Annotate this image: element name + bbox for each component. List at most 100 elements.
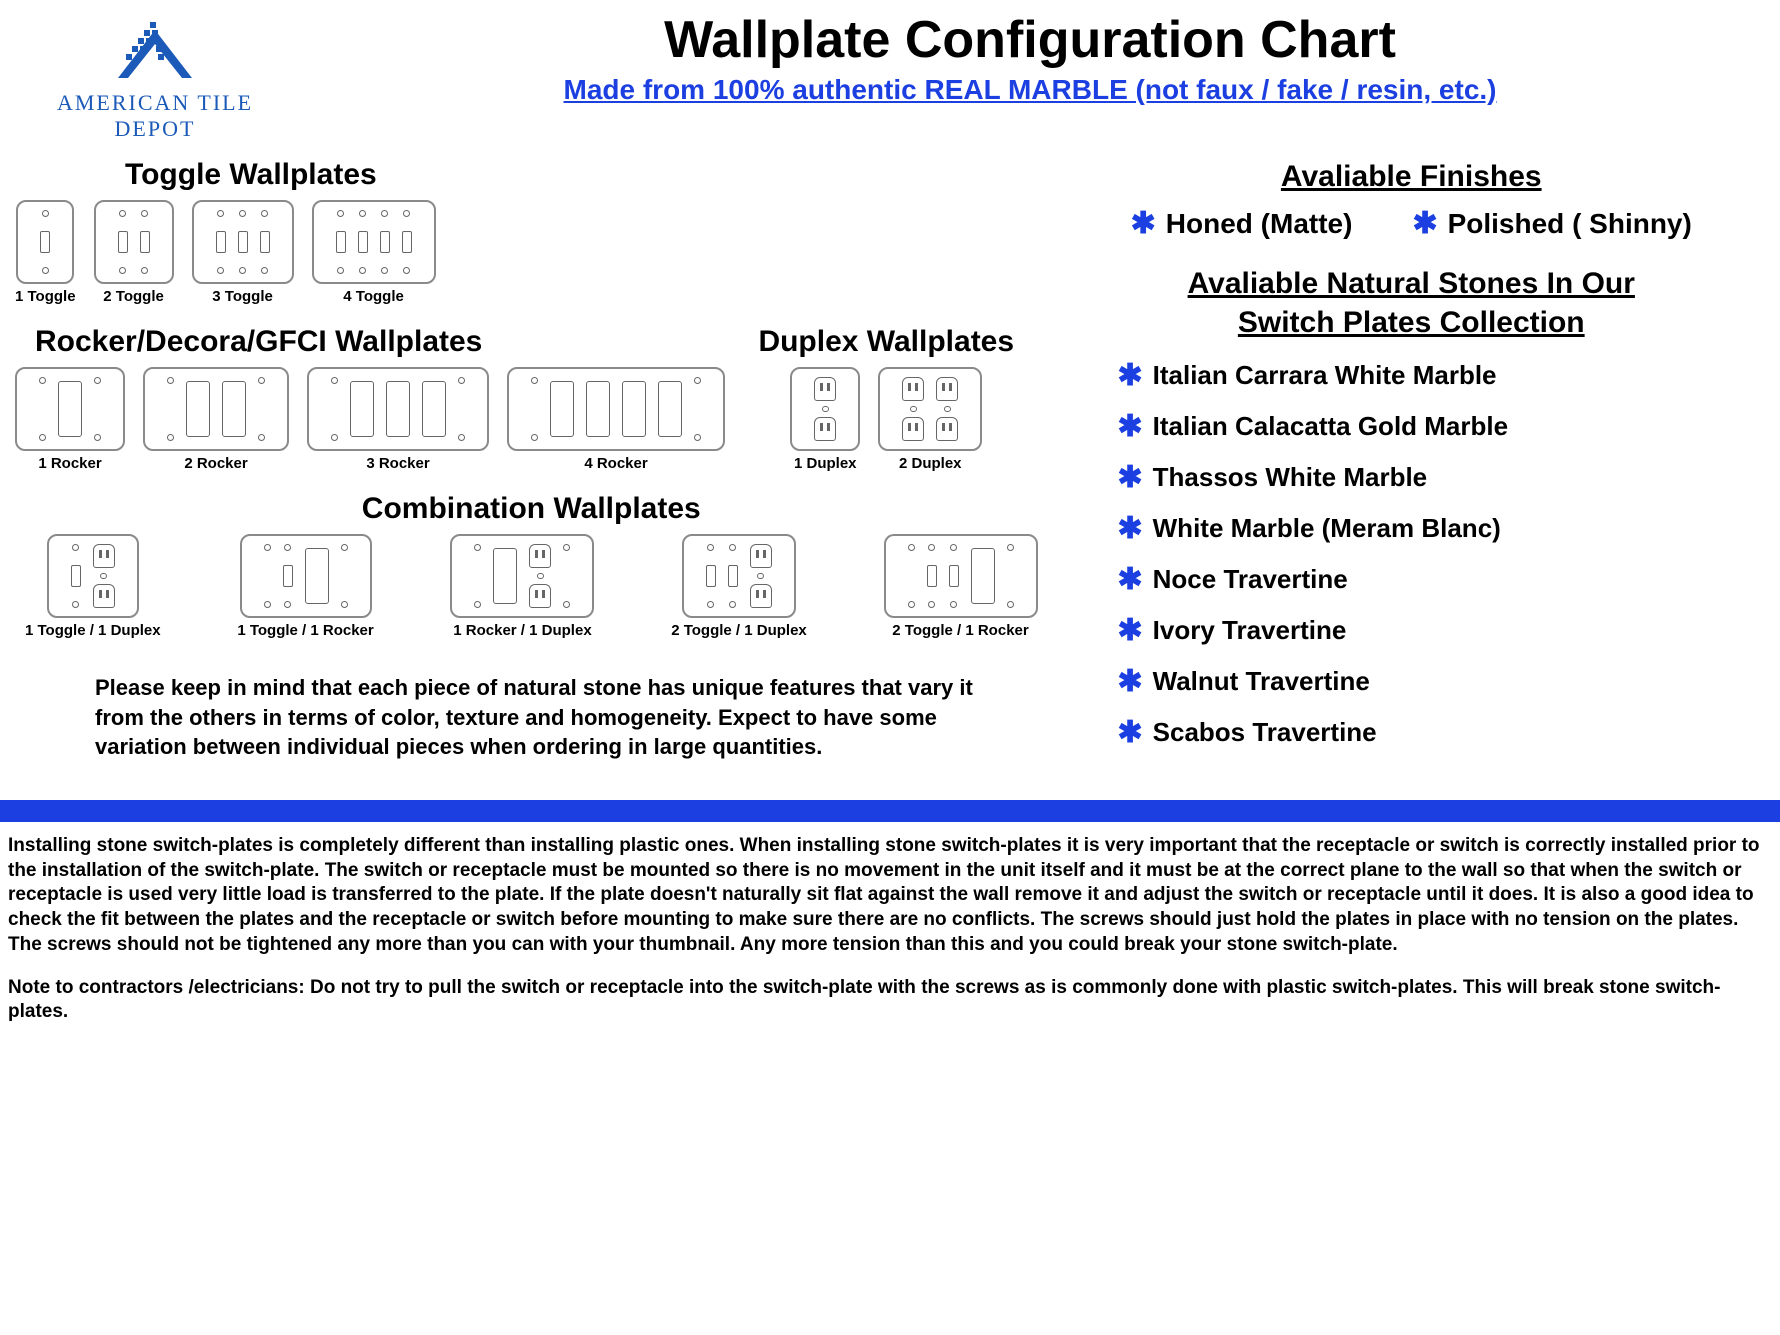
wallplate-diagram	[143, 367, 289, 451]
plate-cell: 3 Rocker	[307, 367, 489, 472]
plate-label: 2 Toggle / 1 Rocker	[892, 622, 1028, 639]
toggle-gang	[380, 210, 390, 274]
screw-column	[39, 377, 46, 441]
star-icon: ✱	[1118, 616, 1143, 646]
screw-column	[563, 544, 570, 608]
plate-cell: 2 Toggle / 1 Duplex	[671, 534, 807, 639]
duplex-row: 1 Duplex2 Duplex	[725, 367, 1048, 472]
plate-cell: 1 Rocker	[15, 367, 125, 472]
plate-label: 4 Toggle	[343, 288, 404, 305]
brand-logo: AMERICAN TILE DEPOT	[15, 10, 295, 142]
screw-column	[167, 377, 174, 441]
screw-column	[908, 544, 915, 608]
stones-title: Avaliable Natural Stones In Our Switch P…	[1058, 264, 1766, 342]
screw-column	[264, 544, 271, 608]
plate-label: 1 Rocker	[38, 455, 101, 472]
plate-cell: 1 Toggle	[15, 200, 76, 305]
wallplate-diagram	[192, 200, 294, 284]
star-icon: ✱	[1118, 361, 1143, 391]
install-note: Note to contractors /electricians: Do no…	[0, 966, 1780, 1033]
wallplate-diagram	[507, 367, 725, 451]
rocker-gang	[186, 377, 210, 441]
plate-cell: 1 Duplex	[790, 367, 860, 472]
duplex-gang	[936, 377, 958, 441]
toggle-gang	[283, 544, 293, 608]
wallplate-diagram	[240, 534, 372, 618]
plate-cell: 1 Rocker / 1 Duplex	[450, 534, 594, 639]
combo-group-title: Combination Wallplates	[15, 492, 1048, 526]
finishes-title: Avaliable Finishes	[1058, 160, 1766, 194]
wallplate-diagram	[790, 367, 860, 451]
toggle-gang	[140, 210, 150, 274]
stone-item: ✱White Marble (Meram Blanc)	[1118, 513, 1766, 544]
plate-label: 3 Rocker	[366, 455, 429, 472]
plate-cell: 4 Rocker	[507, 367, 725, 472]
stone-disclaimer: Please keep in mind that each piece of n…	[15, 653, 1048, 772]
toggle-group-title: Toggle Wallplates	[15, 158, 1048, 192]
finish-item: ✱Polished ( Shinny)	[1412, 208, 1691, 240]
star-icon: ✱	[1118, 514, 1143, 544]
plate-cell: 3 Toggle	[192, 200, 294, 305]
screw-column	[474, 544, 481, 608]
finish-row: ✱Honed (Matte) ✱Polished ( Shinny)	[1058, 208, 1766, 240]
wallplate-diagram	[312, 200, 436, 284]
rocker-gang	[386, 377, 410, 441]
plate-cell: 2 Toggle	[94, 200, 174, 305]
toggle-gang	[358, 210, 368, 274]
duplex-gang	[814, 377, 836, 441]
toggle-gang	[40, 210, 50, 274]
screw-column	[258, 377, 265, 441]
plate-cell: 1 Toggle / 1 Rocker	[237, 534, 373, 639]
stone-item: ✱Thassos White Marble	[1118, 462, 1766, 493]
screw-column	[694, 377, 701, 441]
plate-label: 1 Toggle / 1 Rocker	[237, 622, 373, 639]
page-title: Wallplate Configuration Chart	[295, 10, 1765, 70]
plate-cell: 4 Toggle	[312, 200, 436, 305]
toggle-gang	[927, 544, 937, 608]
screw-column	[531, 377, 538, 441]
rocker-gang	[350, 377, 374, 441]
rocker-gang	[305, 544, 329, 608]
plate-label: 4 Rocker	[584, 455, 647, 472]
wallplate-diagram	[307, 367, 489, 451]
duplex-gang	[902, 377, 924, 441]
toggle-gang	[949, 544, 959, 608]
plate-label: 1 Toggle / 1 Duplex	[25, 622, 161, 639]
toggle-gang	[118, 210, 128, 274]
toggle-gang	[260, 210, 270, 274]
stone-item: ✱Italian Carrara White Marble	[1118, 360, 1766, 391]
finish-item: ✱Honed (Matte)	[1131, 208, 1353, 240]
plate-cell: 1 Toggle / 1 Duplex	[25, 534, 161, 639]
stone-item: ✱Noce Travertine	[1118, 564, 1766, 595]
toggle-gang	[728, 544, 738, 608]
wallplate-diagram	[450, 534, 594, 618]
rocker-gang	[58, 377, 82, 441]
stone-item: ✱Scabos Travertine	[1118, 717, 1766, 748]
toggle-row: 1 Toggle 2 Toggle 3 Toggle 4 Toggle	[15, 200, 1048, 305]
rocker-gang	[658, 377, 682, 441]
duplex-gang	[529, 544, 551, 608]
divider-bar	[0, 800, 1780, 822]
toggle-gang	[216, 210, 226, 274]
rocker-gang	[493, 544, 517, 608]
wallplate-diagram	[16, 200, 74, 284]
stone-item: ✱Italian Calacatta Gold Marble	[1118, 411, 1766, 442]
plate-label: 1 Rocker / 1 Duplex	[453, 622, 591, 639]
plate-label: 2 Toggle / 1 Duplex	[671, 622, 807, 639]
stones-title-l2: Switch Plates Collection	[1238, 306, 1585, 339]
rocker-gang	[422, 377, 446, 441]
combo-row: 1 Toggle / 1 Duplex 1 Toggle / 1 Rocker 1 …	[15, 534, 1048, 639]
plate-label: 1 Duplex	[794, 455, 857, 472]
logo-mark-icon	[110, 20, 200, 90]
wallplate-diagram	[94, 200, 174, 284]
plate-label: 2 Toggle	[103, 288, 164, 305]
star-icon: ✱	[1131, 209, 1156, 239]
plate-label: 3 Toggle	[212, 288, 273, 305]
brand-name: AMERICAN TILE DEPOT	[15, 90, 295, 142]
screw-column	[458, 377, 465, 441]
wallplate-diagram	[682, 534, 796, 618]
rocker-row: 1 Rocker2 Rocker3 Rocker4 Rocker	[15, 367, 725, 472]
toggle-gang	[238, 210, 248, 274]
wallplate-diagram	[884, 534, 1038, 618]
subtitle-link[interactable]: Made from 100% authentic REAL MARBLE (no…	[564, 74, 1497, 106]
